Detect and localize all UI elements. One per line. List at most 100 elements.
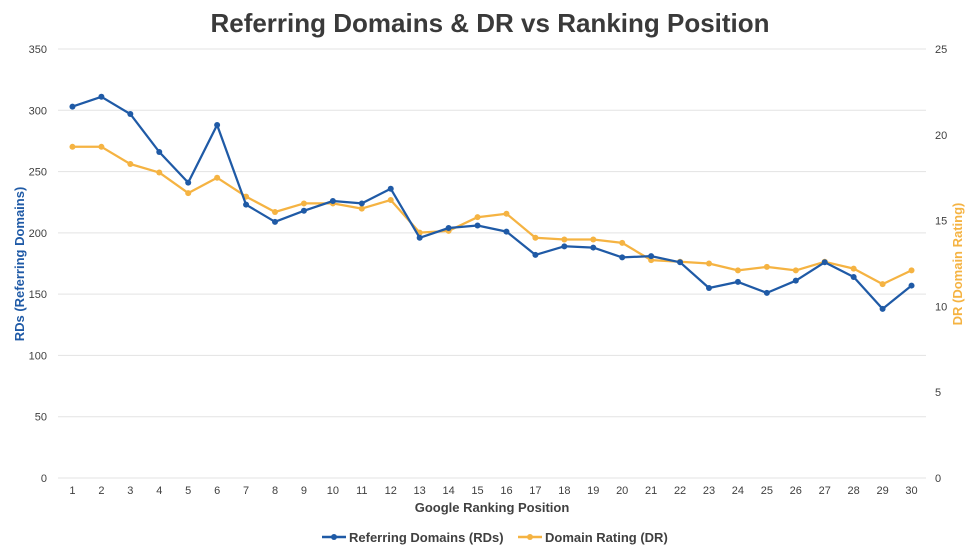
data-point bbox=[272, 209, 278, 216]
x-tick-label: 30 bbox=[905, 485, 917, 497]
data-point bbox=[358, 200, 365, 207]
x-tick-label: 28 bbox=[848, 485, 860, 497]
x-axis-label: Google Ranking Position bbox=[415, 500, 570, 515]
x-tick-label: 21 bbox=[645, 485, 657, 497]
right-tick-label: 10 bbox=[935, 301, 947, 313]
data-point bbox=[329, 197, 336, 204]
data-point bbox=[98, 143, 105, 150]
data-point bbox=[792, 277, 799, 284]
data-point bbox=[300, 207, 307, 214]
legend-dr-label: Domain Rating (DR) bbox=[545, 530, 668, 545]
x-tick-label: 24 bbox=[732, 485, 744, 497]
x-tick-label: 26 bbox=[790, 485, 802, 497]
data-point bbox=[474, 214, 481, 221]
data-point bbox=[387, 185, 394, 192]
data-point bbox=[69, 103, 76, 110]
x-tick-label: 19 bbox=[587, 485, 599, 497]
data-point bbox=[416, 234, 423, 241]
data-point bbox=[619, 239, 626, 246]
legend-dr-marker bbox=[527, 534, 533, 540]
x-tick-label: 22 bbox=[674, 485, 686, 497]
x-axis-ticks: 1 2 3 4 5 6 7 8 9 10 11 12 13 14 15 16 17 18 19 20 21 22 23 24 2… bbox=[69, 485, 917, 497]
data-point bbox=[792, 267, 799, 274]
data-point bbox=[127, 160, 134, 167]
x-tick-label: 15 bbox=[471, 485, 483, 497]
chart-title: Referring Domains & DR vs Ranking Positi… bbox=[210, 8, 769, 38]
data-point bbox=[532, 251, 539, 258]
x-tick-label: 1 bbox=[69, 485, 75, 497]
legend: Referring Domains (RDs) Domain Rating (D… bbox=[322, 530, 668, 545]
x-tick-label: 4 bbox=[156, 485, 162, 497]
x-tick-label: 9 bbox=[301, 485, 307, 497]
series-rds bbox=[69, 93, 915, 312]
data-point bbox=[98, 93, 105, 100]
data-point bbox=[214, 121, 221, 128]
left-tick-label: 50 bbox=[35, 412, 47, 424]
data-point bbox=[503, 228, 510, 235]
data-point bbox=[185, 190, 192, 197]
data-point bbox=[706, 285, 712, 292]
data-point bbox=[358, 205, 365, 212]
right-tick-label: 15 bbox=[935, 216, 947, 228]
left-tick-label: 150 bbox=[29, 289, 47, 301]
data-point bbox=[474, 222, 481, 229]
left-tick-label: 0 bbox=[41, 473, 47, 485]
series-line bbox=[72, 95, 913, 311]
data-point bbox=[734, 278, 741, 285]
data-point bbox=[879, 305, 886, 312]
left-axis-label: RDs (Referring Domains) bbox=[12, 187, 27, 342]
x-tick-label: 12 bbox=[385, 485, 397, 497]
x-tick-label: 11 bbox=[356, 485, 367, 497]
x-tick-label: 13 bbox=[414, 485, 426, 497]
x-tick-label: 5 bbox=[185, 485, 191, 497]
data-point bbox=[214, 174, 221, 181]
x-tick-label: 29 bbox=[876, 485, 888, 497]
data-point bbox=[590, 244, 597, 251]
left-tick-label: 350 bbox=[29, 44, 47, 56]
data-point bbox=[156, 169, 163, 176]
data-point bbox=[850, 265, 857, 272]
right-tick-label: 20 bbox=[935, 130, 947, 142]
right-tick-label: 5 bbox=[935, 387, 941, 399]
x-tick-label: 8 bbox=[272, 485, 278, 497]
data-point bbox=[763, 263, 770, 270]
data-point bbox=[648, 253, 655, 260]
data-point bbox=[561, 236, 568, 243]
data-point bbox=[156, 148, 163, 155]
left-tick-label: 200 bbox=[29, 228, 47, 240]
data-point bbox=[272, 218, 278, 225]
left-axis-ticks: 0 50 100 150 200 250 300 350 bbox=[29, 44, 47, 485]
data-point bbox=[879, 281, 886, 288]
gridlines bbox=[58, 48, 926, 479]
x-tick-label: 16 bbox=[500, 485, 512, 497]
data-point bbox=[243, 201, 250, 208]
data-point bbox=[127, 110, 134, 117]
x-tick-label: 3 bbox=[127, 485, 133, 497]
series-dr bbox=[69, 143, 915, 288]
x-tick-label: 7 bbox=[243, 485, 249, 497]
data-point bbox=[706, 260, 712, 267]
x-tick-label: 14 bbox=[442, 485, 454, 497]
legend-rds-label: Referring Domains (RDs) bbox=[349, 530, 504, 545]
left-tick-label: 100 bbox=[29, 350, 47, 362]
data-point bbox=[532, 234, 539, 241]
x-tick-label: 17 bbox=[529, 485, 541, 497]
data-point bbox=[503, 210, 510, 217]
x-tick-label: 10 bbox=[327, 485, 339, 497]
data-point bbox=[300, 200, 307, 207]
data-point bbox=[561, 243, 568, 250]
x-tick-label: 2 bbox=[98, 485, 104, 497]
data-point bbox=[763, 289, 770, 296]
x-tick-label: 27 bbox=[819, 485, 831, 497]
data-point bbox=[590, 236, 597, 243]
series-layer bbox=[69, 93, 915, 312]
data-point bbox=[821, 259, 828, 266]
data-point bbox=[387, 197, 394, 204]
right-axis-label: DR (Domain Rating) bbox=[950, 203, 965, 326]
x-tick-label: 25 bbox=[761, 485, 773, 497]
right-tick-label: 25 bbox=[935, 44, 947, 56]
data-point bbox=[619, 254, 626, 261]
legend-rds-marker bbox=[331, 534, 337, 540]
left-tick-label: 300 bbox=[29, 105, 47, 117]
